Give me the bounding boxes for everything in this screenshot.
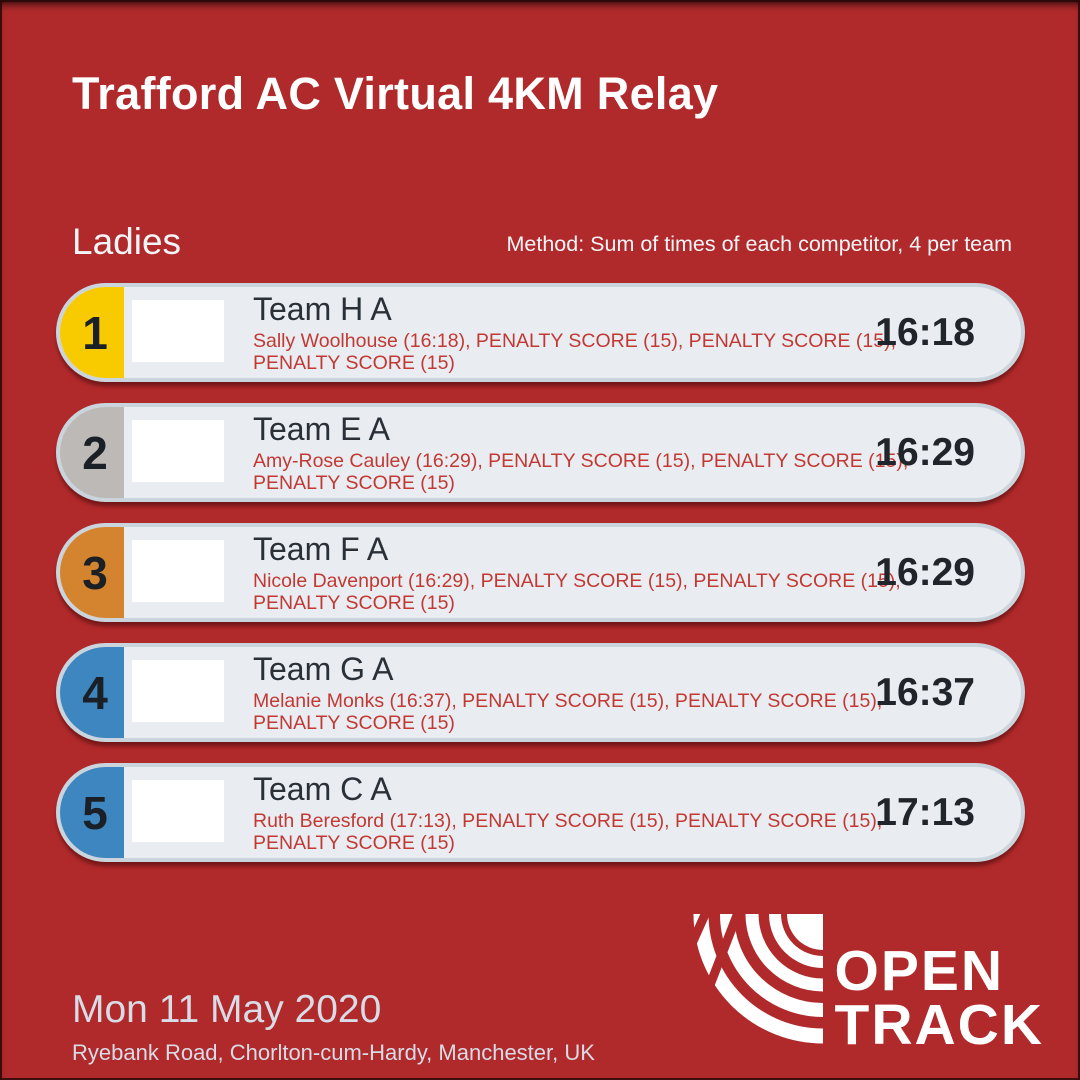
result-row: 5 Team C A Ruth Beresford (17:13), PENAL… [56,763,1025,862]
team-image-placeholder [132,300,224,362]
team-time: 17:13 [875,790,975,834]
team-image-placeholder [132,540,224,602]
results-list: 1 Team H A Sally Woolhouse (16:18), PENA… [56,283,1025,883]
rank-badge: 1 [60,287,124,378]
team-members: Nicole Davenport (16:29), PENALTY SCORE … [253,570,901,614]
result-row: 2 Team E A Amy-Rose Cauley (16:29), PENA… [56,403,1025,502]
logo-word-track: TRACK [834,993,1044,1057]
rank-badge: 3 [60,527,124,618]
result-row: 3 Team F A Nicole Davenport (16:29), PEN… [56,523,1025,622]
event-date: Mon 11 May 2020 [72,988,382,1031]
team-details: Team G A Melanie Monks (16:37), PENALTY … [253,649,953,734]
team-details: Team H A Sally Woolhouse (16:18), PENALT… [253,289,953,374]
rank-badge: 5 [60,767,124,858]
team-details: Team E A Amy-Rose Cauley (16:29), PENALT… [253,409,953,494]
team-time: 16:29 [875,430,975,474]
rank-number: 4 [82,666,108,719]
rank-badge: 4 [60,647,124,738]
team-details: Team F A Nicole Davenport (16:29), PENAL… [253,529,953,614]
team-members: Sally Woolhouse (16:18), PENALTY SCORE (… [253,330,897,374]
team-name: Team C A [253,771,392,807]
team-members: Amy-Rose Cauley (16:29), PENALTY SCORE (… [253,450,909,494]
logo-word-open: OPEN [834,939,1005,1003]
team-name: Team G A [253,651,394,687]
team-members: Melanie Monks (16:37), PENALTY SCORE (15… [253,690,883,734]
rank-badge: 2 [60,407,124,498]
rank-number: 3 [82,546,108,599]
rank-number: 2 [82,426,108,479]
team-image-placeholder [132,660,224,722]
team-name: Team E A [253,411,390,447]
team-image-placeholder [132,420,224,482]
event-venue: Ryebank Road, Chorlton-cum-Hardy, Manche… [72,1040,595,1065]
result-row: 4 Team G A Melanie Monks (16:37), PENALT… [56,643,1025,742]
team-details: Team C A Ruth Beresford (17:13), PENALTY… [253,769,953,854]
opentrack-logo: OPEN TRACK [671,914,1044,1054]
event-title: Trafford AC Virtual 4KM Relay [72,68,719,120]
team-image-placeholder [132,780,224,842]
rank-number: 1 [82,306,108,359]
team-time: 16:18 [875,310,975,354]
team-time: 16:37 [875,670,975,714]
team-time: 16:29 [875,550,975,594]
team-name: Team F A [253,531,389,567]
scoring-method-note: Method: Sum of times of each competitor,… [506,232,1013,256]
opentrack-wordmark: OPEN TRACK [834,939,1044,1057]
track-bend-arcs-icon [676,914,823,1044]
category-heading: Ladies [72,221,182,262]
team-members: Ruth Beresford (17:13), PENALTY SCORE (1… [253,810,883,854]
rank-number: 5 [82,786,108,839]
team-name: Team H A [253,291,392,327]
result-row: 1 Team H A Sally Woolhouse (16:18), PENA… [56,283,1025,382]
